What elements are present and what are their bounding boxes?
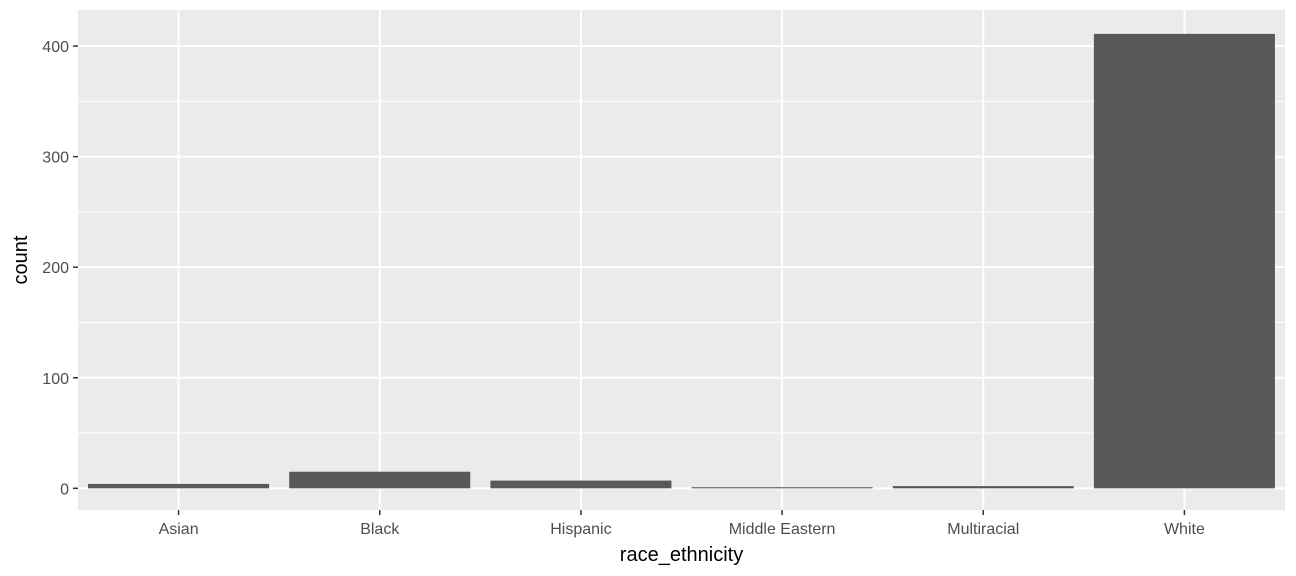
y-tick-label: 300 [42,150,69,167]
y-tick-label: 200 [42,260,69,277]
bars [88,33,1275,489]
bar-middle-eastern [691,487,873,489]
y-tick-label: 100 [42,371,69,388]
plot-panel [78,10,1285,510]
bar-white [1093,33,1275,489]
x-tick-label: Multiracial [947,521,1019,538]
bar-asian [88,483,270,489]
y-tick-label: 400 [42,39,69,56]
x-tick-label: Middle Eastern [729,521,836,538]
x-axis: Asian Black Hispanic Middle Eastern Multirac… [159,510,1205,538]
x-tick-label: White [1164,521,1205,538]
x-tick-label: Black [360,521,400,538]
x-axis-title: race_ethnicity [620,544,743,566]
bar-multiracial [892,486,1074,489]
x-tick-label: Hispanic [550,521,611,538]
minor-gridlines [78,100,1285,434]
y-tick-label: 0 [60,481,69,498]
x-tick-label: Asian [159,521,199,538]
bar-hispanic [490,480,672,489]
bar-black [289,471,471,489]
y-axis-title: count [10,235,32,284]
y-axis: 0 100 200 300 400 [42,39,78,498]
